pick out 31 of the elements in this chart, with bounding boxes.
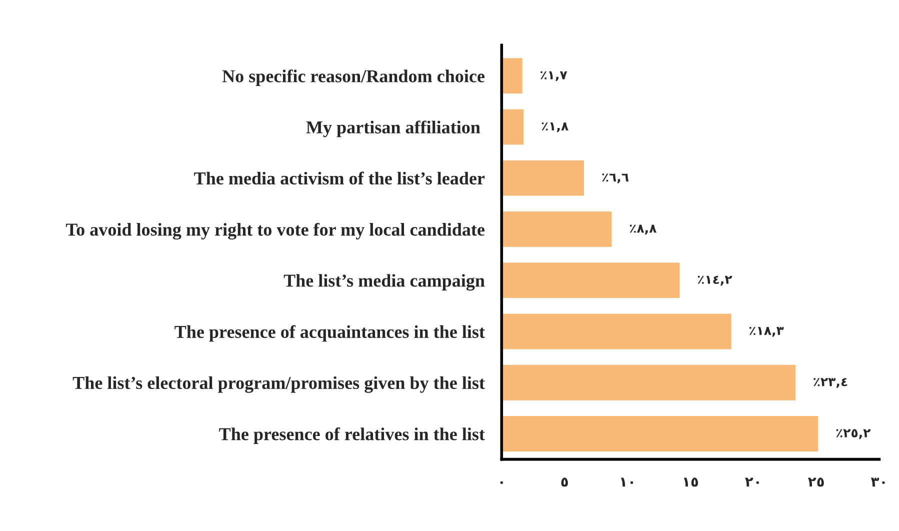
bar (502, 364, 797, 402)
bar (502, 158, 586, 198)
y-tick-label: The presence of relatives in the list (219, 427, 485, 444)
bar (502, 108, 525, 146)
x-tick-label: ٢٠ (745, 478, 759, 487)
bar (502, 210, 614, 248)
bar (502, 261, 682, 300)
data-label: ٪١٤,٢ (698, 276, 732, 286)
y-tick-label: The list’s media campaign (284, 274, 485, 291)
bar (502, 56, 524, 95)
data-label: ٪١,٨ (542, 122, 568, 132)
x-tick-label: ٣٠ (870, 478, 885, 487)
bar (502, 414, 820, 453)
y-tick-label: To avoid losing my right to vote for my local candidate (66, 222, 485, 240)
data-label: ٪١,٧ (540, 71, 568, 82)
y-tick-label: The list’s electoral program/promises given by the list (72, 376, 485, 393)
data-label: ٪٢٣,٤ (814, 378, 848, 388)
y-tick-label: The presence of acquaintances in the list (174, 325, 485, 342)
data-label: ٪٦,٦ (602, 174, 629, 184)
y-tick-label: My partisan affiliation (306, 120, 480, 138)
data-label: ٪٨,٨ (630, 224, 657, 234)
data-label: ٪٢٥,٢ (836, 429, 871, 439)
x-tick-label: ١٥ (684, 478, 698, 487)
bar (502, 312, 733, 351)
data-label: ٪١٨,٣ (749, 326, 784, 337)
x-tick-label: ٥ (561, 478, 568, 487)
x-tick-label: ٠ (500, 481, 503, 484)
x-tick-label: ٢٥ (808, 478, 824, 487)
y-tick-label: The media activism of the list’s leader (194, 172, 485, 185)
x-tick-label: ١٠ (620, 478, 633, 487)
y-tick-label: No specific reason/Random choice (222, 69, 485, 86)
